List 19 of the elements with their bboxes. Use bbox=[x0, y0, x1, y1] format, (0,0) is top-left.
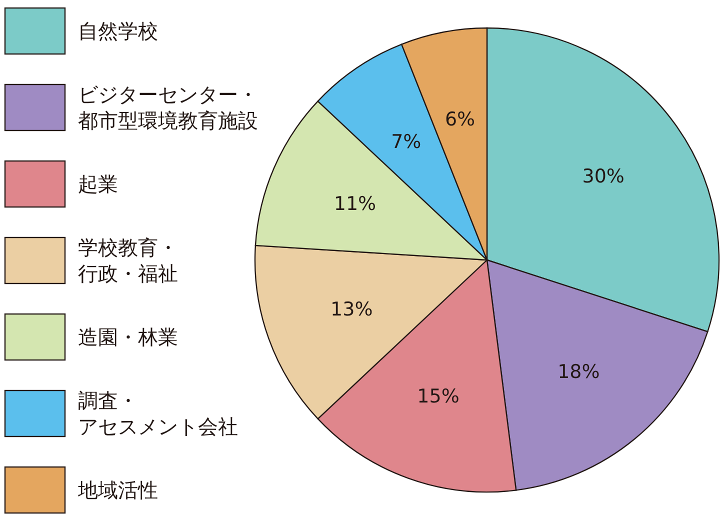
legend-label: 造園・林業 bbox=[78, 325, 178, 349]
pie-slice bbox=[317, 44, 488, 261]
legend-label: 地域活性 bbox=[77, 478, 158, 502]
legend-label: 自然学校 bbox=[78, 19, 158, 43]
pie-slice bbox=[486, 259, 708, 491]
data-label: 11% bbox=[334, 192, 376, 215]
data-label: 30% bbox=[582, 165, 624, 188]
data-label: 18% bbox=[558, 360, 600, 383]
data-label: 15% bbox=[417, 385, 460, 408]
data-label: 7% bbox=[391, 131, 422, 154]
legend-label: 起業 bbox=[78, 172, 118, 196]
data-label: 13% bbox=[330, 298, 373, 321]
pie-slice bbox=[254, 244, 488, 420]
legend-label: 学校教育・行政・福祉 bbox=[78, 236, 178, 286]
legend-label: ビジターセンター・都市型環境教育施設 bbox=[78, 82, 258, 132]
data-label: 6% bbox=[444, 108, 476, 131]
pie-slice bbox=[317, 259, 517, 493]
pie-slice bbox=[486, 27, 720, 332]
legend-label: 調査・アセスメント会社 bbox=[78, 388, 238, 438]
